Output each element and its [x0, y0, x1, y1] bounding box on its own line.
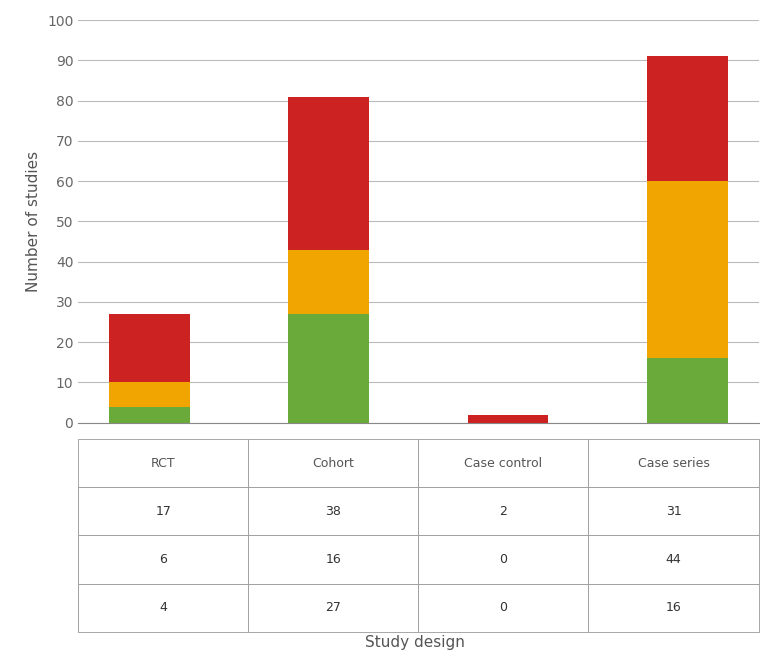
Bar: [289, 250, 369, 314]
Bar: [109, 383, 190, 407]
Y-axis label: Number of studies: Number of studies: [27, 151, 41, 292]
Bar: [647, 359, 727, 423]
Bar: [647, 56, 727, 181]
Bar: [109, 314, 190, 383]
Bar: [289, 96, 369, 250]
Bar: [468, 415, 548, 423]
Text: Study design: Study design: [364, 635, 465, 650]
Bar: [647, 181, 727, 359]
Bar: [109, 407, 190, 423]
Bar: [289, 314, 369, 423]
